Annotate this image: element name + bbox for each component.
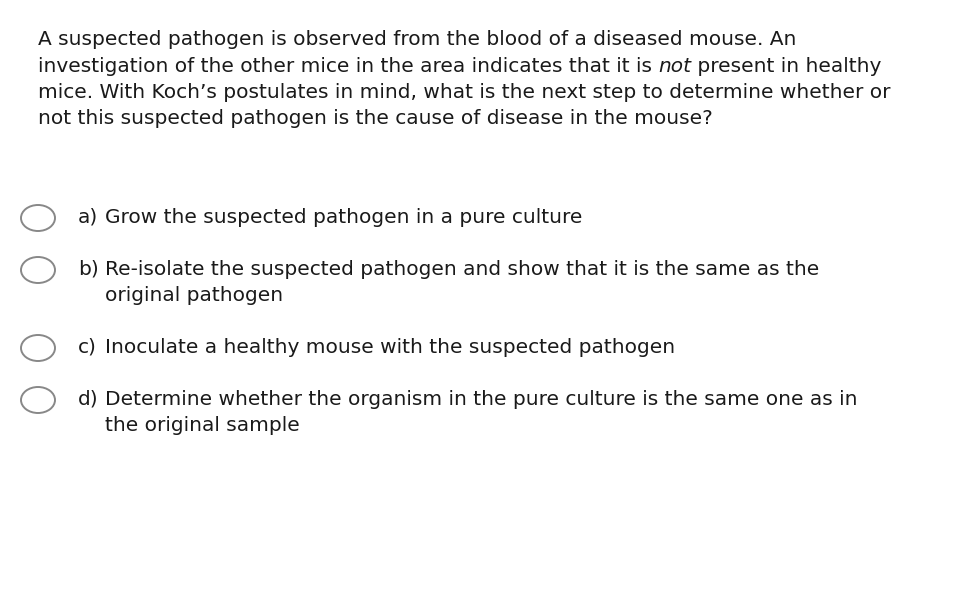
Text: investigation of the other mice in the area indicates that it is: investigation of the other mice in the a… [38, 57, 658, 76]
Text: c): c) [78, 338, 97, 357]
Text: not: not [658, 57, 691, 76]
Text: mice. With Koch’s postulates in mind, what is the next step to determine whether: mice. With Koch’s postulates in mind, wh… [38, 83, 889, 102]
Text: original pathogen: original pathogen [105, 286, 283, 305]
Text: present in healthy: present in healthy [691, 57, 881, 76]
Text: not this suspected pathogen is the cause of disease in the mouse?: not this suspected pathogen is the cause… [38, 109, 712, 129]
Text: A suspected pathogen is observed from the blood of a diseased mouse. An: A suspected pathogen is observed from th… [38, 30, 796, 49]
Text: Grow the suspected pathogen in a pure culture: Grow the suspected pathogen in a pure cu… [105, 208, 581, 227]
Text: Determine whether the organism in the pure culture is the same one as in: Determine whether the organism in the pu… [105, 390, 857, 409]
Text: b): b) [78, 260, 99, 279]
Text: a): a) [78, 208, 98, 227]
Text: d): d) [78, 390, 98, 409]
Text: Inoculate a healthy mouse with the suspected pathogen: Inoculate a healthy mouse with the suspe… [105, 338, 675, 357]
Text: the original sample: the original sample [105, 416, 299, 435]
Text: Re-isolate the suspected pathogen and show that it is the same as the: Re-isolate the suspected pathogen and sh… [105, 260, 819, 279]
